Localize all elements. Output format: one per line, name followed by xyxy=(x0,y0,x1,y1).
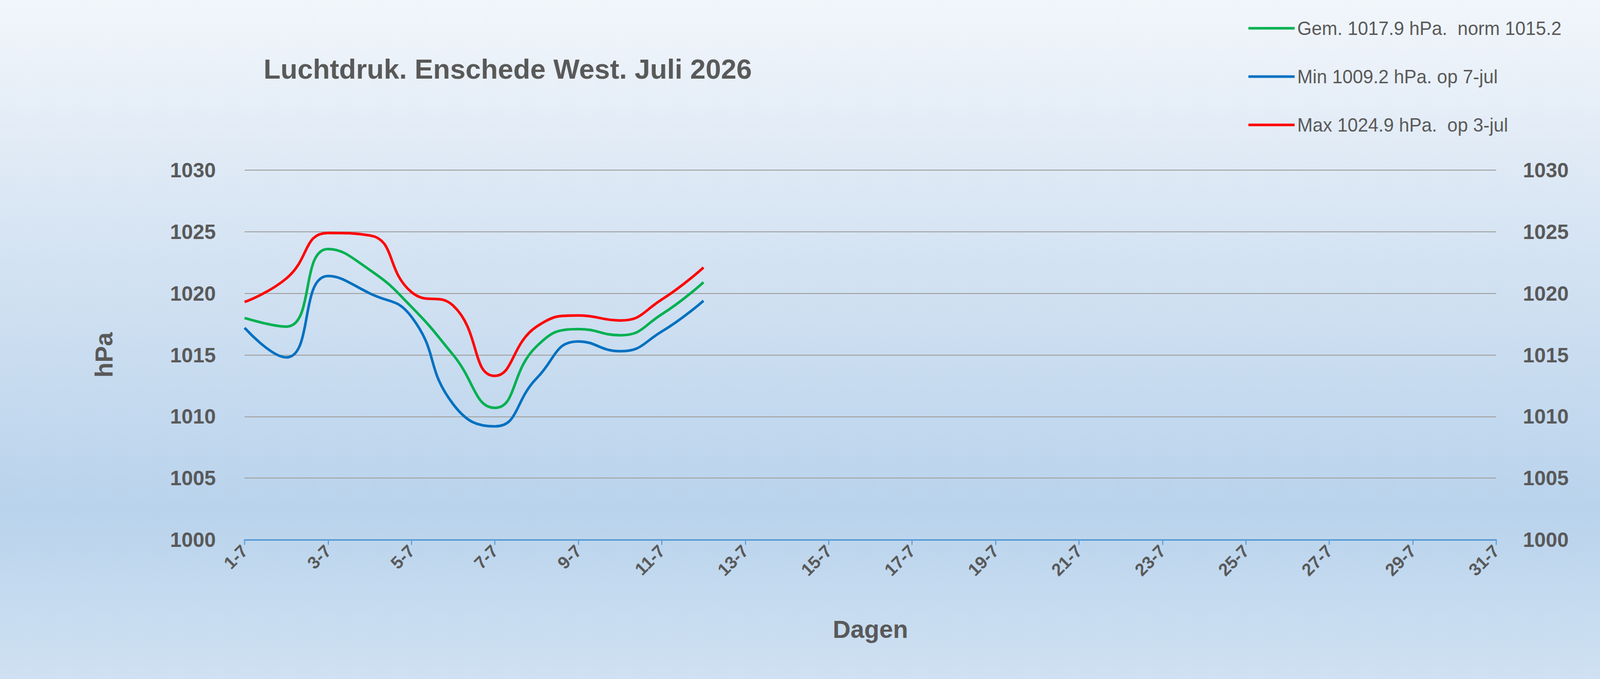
svg-text:15-7: 15-7 xyxy=(796,541,836,580)
svg-text:1010: 1010 xyxy=(1522,404,1569,428)
svg-text:1020: 1020 xyxy=(1522,282,1569,305)
svg-text:1005: 1005 xyxy=(1522,466,1569,490)
svg-text:11-7: 11-7 xyxy=(630,541,669,580)
svg-text:hPa: hPa xyxy=(90,331,118,378)
svg-text:13-7: 13-7 xyxy=(713,541,753,580)
svg-text:3-7: 3-7 xyxy=(303,541,336,573)
svg-text:Luchtdruk. Enschede West. Juli: Luchtdruk. Enschede West. Juli 2026 xyxy=(263,53,752,85)
svg-text:1015: 1015 xyxy=(1522,343,1569,367)
svg-text:Gem. 1017.9 hPa. norm 1015.2: Gem. 1017.9 hPa. norm 1015.2 xyxy=(1297,17,1562,40)
svg-text:Dagen: Dagen xyxy=(832,615,909,643)
svg-text:9-7: 9-7 xyxy=(553,541,586,573)
svg-text:1030: 1030 xyxy=(1522,158,1569,182)
svg-text:1000: 1000 xyxy=(1522,528,1569,551)
svg-text:1025: 1025 xyxy=(1522,220,1569,244)
svg-text:23-7: 23-7 xyxy=(1130,541,1170,580)
svg-text:27-7: 27-7 xyxy=(1297,541,1337,580)
svg-text:7-7: 7-7 xyxy=(470,541,502,573)
svg-text:29-7: 29-7 xyxy=(1381,541,1420,580)
svg-text:19-7: 19-7 xyxy=(963,541,1003,580)
svg-text:1005: 1005 xyxy=(170,466,216,490)
svg-text:Max 1024.9 hPa. op 3-jul: Max 1024.9 hPa. op 3-jul xyxy=(1297,114,1509,136)
svg-text:17-7: 17-7 xyxy=(880,541,920,580)
svg-text:25-7: 25-7 xyxy=(1214,541,1253,580)
svg-text:5-7: 5-7 xyxy=(386,541,419,573)
svg-text:1000: 1000 xyxy=(170,528,216,551)
svg-text:1-7: 1-7 xyxy=(219,541,252,573)
svg-text:21-7: 21-7 xyxy=(1047,541,1086,580)
svg-text:1030: 1030 xyxy=(170,158,216,182)
svg-text:1020: 1020 xyxy=(170,282,216,305)
svg-text:1010: 1010 xyxy=(170,404,216,428)
svg-text:Min 1009.2 hPa. op 7-jul: Min 1009.2 hPa. op 7-jul xyxy=(1297,66,1498,88)
svg-text:31-7: 31-7 xyxy=(1464,541,1503,580)
svg-text:1025: 1025 xyxy=(170,220,216,244)
svg-text:1015: 1015 xyxy=(170,343,216,367)
